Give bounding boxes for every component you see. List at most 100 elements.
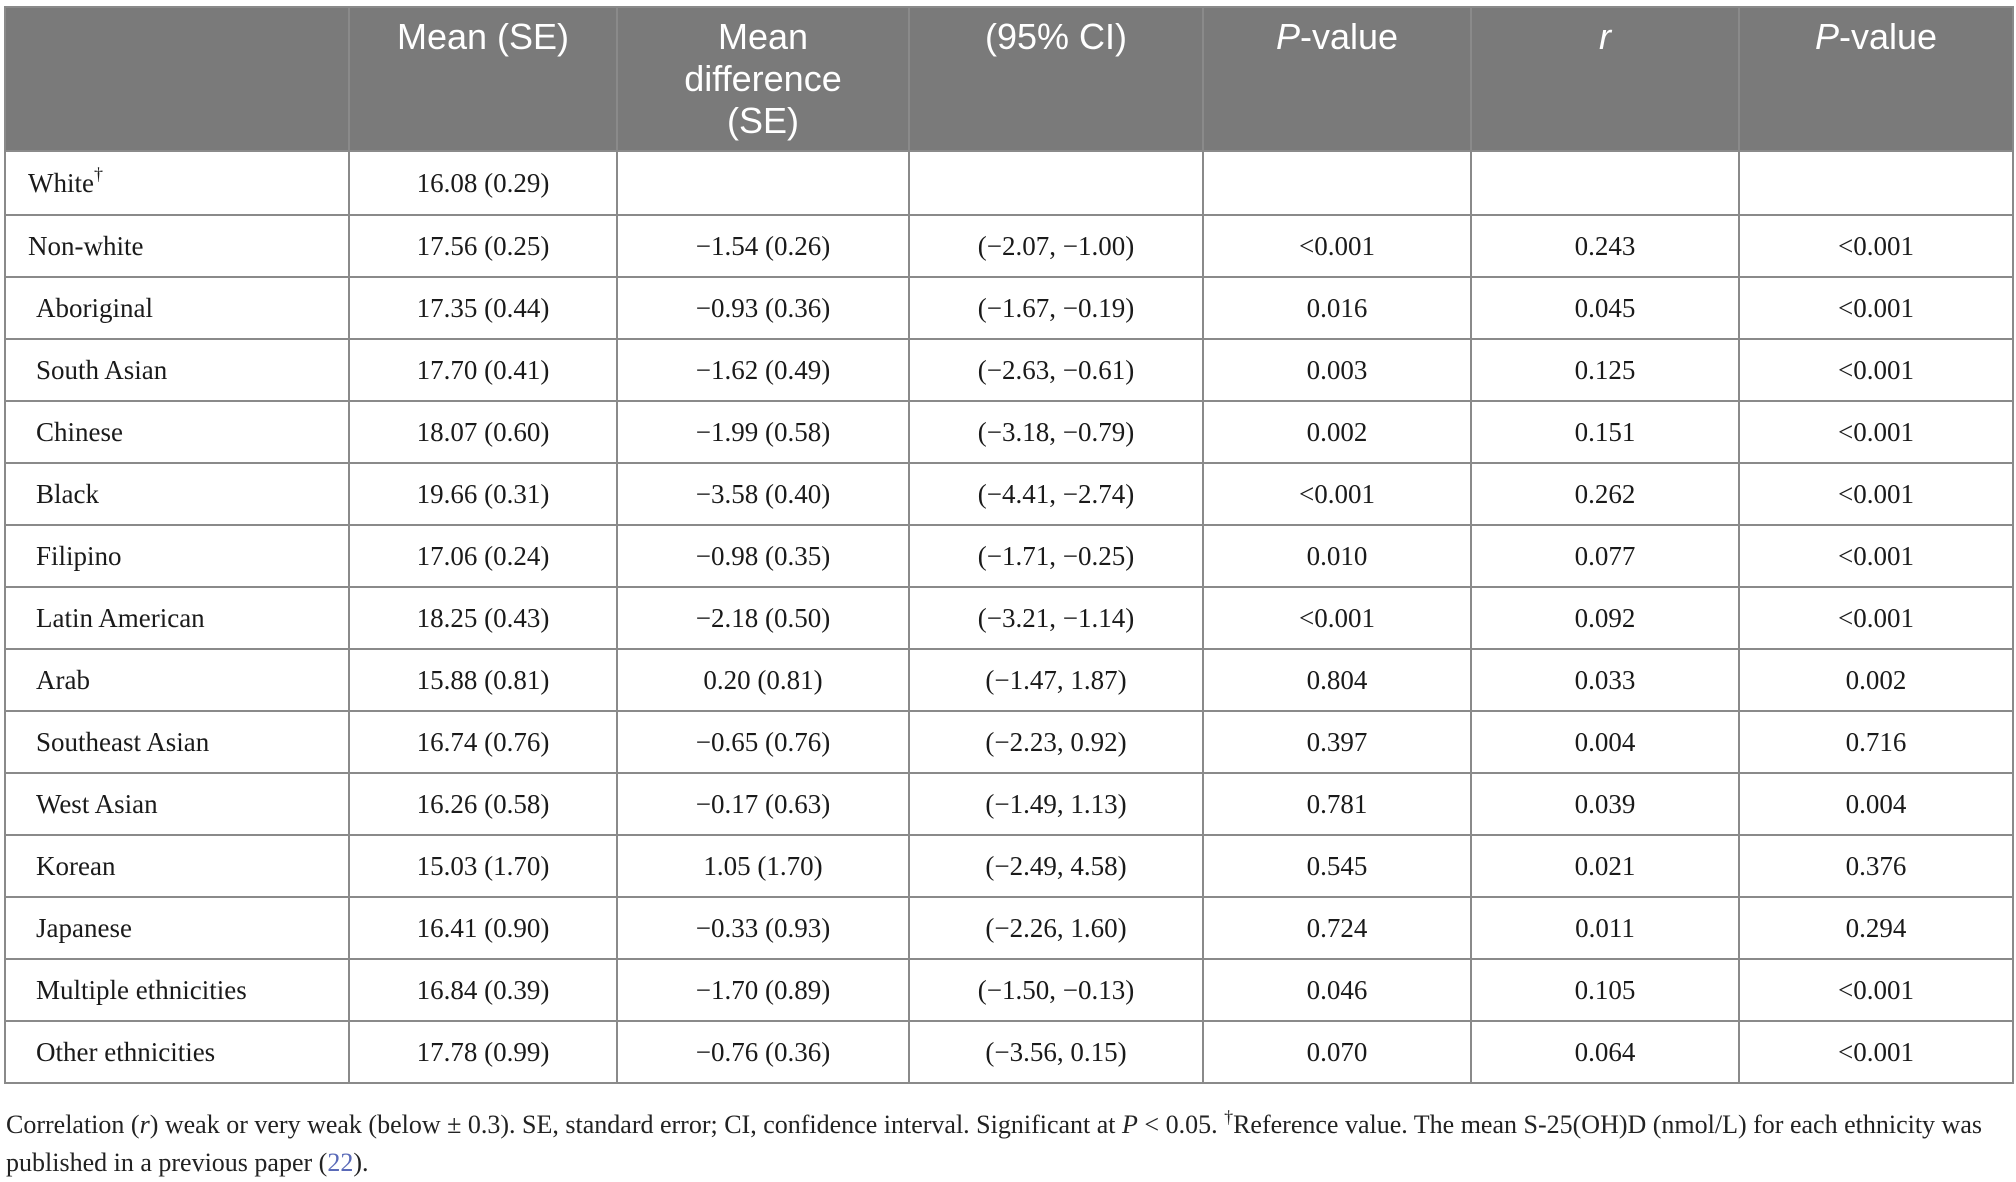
cell-p2: 0.004 (1738, 772, 2014, 836)
cell-r: 0.064 (1470, 1020, 1740, 1084)
cell-ci (908, 150, 1204, 216)
table-row: Korean 15.03 (1.70) 1.05 (1.70) (−2.49, 4.5… (4, 834, 2014, 898)
table-row: South Asian 17.70 (0.41) −1.62 (0.49) (−2.6… (4, 338, 2014, 402)
cell-mean: 19.66 (0.31) (348, 462, 618, 526)
cell-diff: −1.99 (0.58) (616, 400, 910, 464)
cell-p2: <0.001 (1738, 338, 2014, 402)
cell-p: 0.781 (1202, 772, 1472, 836)
cell-ci: (−2.49, 4.58) (908, 834, 1204, 898)
cell-mean: 17.78 (0.99) (348, 1020, 618, 1084)
cell-r: 0.105 (1470, 958, 1740, 1022)
results-table-container: Mean (SE) Mean difference (SE) (95% CI) … (4, 6, 2014, 1084)
table-row: West Asian 16.26 (0.58) −0.17 (0.63) (−1.49… (4, 772, 2014, 836)
results-table: Mean (SE) Mean difference (SE) (95% CI) … (4, 6, 2014, 1084)
dagger-mark: † (93, 163, 103, 184)
cell-p2 (1738, 150, 2014, 216)
cell-r: 0.011 (1470, 896, 1740, 960)
row-label: Aboriginal (4, 276, 350, 340)
row-label: Latin American (4, 586, 350, 650)
row-label: Chinese (4, 400, 350, 464)
cell-mean: 16.74 (0.76) (348, 710, 618, 774)
cell-diff: −0.76 (0.36) (616, 1020, 910, 1084)
cell-diff: −0.17 (0.63) (616, 772, 910, 836)
row-label: Multiple ethnicities (4, 958, 350, 1022)
cell-mean: 17.70 (0.41) (348, 338, 618, 402)
header-p-italic: P (1275, 16, 1300, 57)
table-row: Southeast Asian 16.74 (0.76) −0.65 (0.76)(… (4, 710, 2014, 774)
cell-mean: 16.26 (0.58) (348, 772, 618, 836)
cell-diff: 1.05 (1.70) (616, 834, 910, 898)
cell-p: <0.001 (1202, 586, 1472, 650)
cell-p: 0.010 (1202, 524, 1472, 588)
cell-p2: <0.001 (1738, 462, 2014, 526)
cell-ci: (−3.21, −1.14) (908, 586, 1204, 650)
cell-ci: (−3.18, −0.79) (908, 400, 1204, 464)
cell-r: 0.262 (1470, 462, 1740, 526)
cell-mean: 17.06 (0.24) (348, 524, 618, 588)
table-body: White† 16.08 (0.29) Non-white 17.56 (0.25… (4, 150, 2014, 1084)
row-label: South Asian (4, 338, 350, 402)
cell-diff (616, 150, 910, 216)
cell-p: 0.046 (1202, 958, 1472, 1022)
cell-mean: 18.25 (0.43) (348, 586, 618, 650)
cell-ci: (−1.71, −0.25) (908, 524, 1204, 588)
cell-r: 0.045 (1470, 276, 1740, 340)
table-row: Multiple ethnicities 16.84 (0.39) −1.70 (0… (4, 958, 2014, 1022)
footnote-part4: Reference value. The mean S-25(OH)D (nmo… (6, 1110, 1982, 1177)
footnote-r: r (139, 1110, 150, 1139)
cell-diff: −1.70 (0.89) (616, 958, 910, 1022)
cell-r: 0.077 (1470, 524, 1740, 588)
cell-p2: <0.001 (1738, 586, 2014, 650)
cell-ci: (−2.23, 0.92) (908, 710, 1204, 774)
cell-mean: 16.41 (0.90) (348, 896, 618, 960)
cell-diff: 0.20 (0.81) (616, 648, 910, 712)
cell-diff: −0.65 (0.76) (616, 710, 910, 774)
table-row: Filipino 17.06 (0.24) −0.98 (0.35) (−1.71, … (4, 524, 2014, 588)
header-ethnicity (4, 6, 350, 152)
cell-r: 0.125 (1470, 338, 1740, 402)
cell-mean: 17.35 (0.44) (348, 276, 618, 340)
row-label: Filipino (4, 524, 350, 588)
row-label: Other ethnicities (4, 1020, 350, 1084)
cell-diff: −1.62 (0.49) (616, 338, 910, 402)
footnote-p: P (1122, 1110, 1138, 1139)
cell-ci: (−4.41, −2.74) (908, 462, 1204, 526)
cell-ci: (−1.47, 1.87) (908, 648, 1204, 712)
footnote-dagger: † (1224, 1107, 1234, 1127)
cell-diff: −2.18 (0.50) (616, 586, 910, 650)
row-label: Korean (4, 834, 350, 898)
table-header: Mean (SE) Mean difference (SE) (95% CI) … (4, 6, 2014, 152)
cell-r: 0.151 (1470, 400, 1740, 464)
header-p-value: P-value (1202, 6, 1472, 152)
cell-r: 0.092 (1470, 586, 1740, 650)
header-mean-difference-line3: (SE) (727, 100, 799, 141)
cell-p2: 0.376 (1738, 834, 2014, 898)
cell-p2: 0.002 (1738, 648, 2014, 712)
reference-link[interactable]: 22 (327, 1148, 354, 1177)
cell-ci: (−1.49, 1.13) (908, 772, 1204, 836)
table-row: Aboriginal 17.35 (0.44) −0.93 (0.36) (−1.67… (4, 276, 2014, 340)
header-row: Mean (SE) Mean difference (SE) (95% CI) … (4, 6, 2014, 152)
cell-p: 0.397 (1202, 710, 1472, 774)
header-mean-difference: Mean difference (SE) (616, 6, 910, 152)
cell-mean: 15.88 (0.81) (348, 648, 618, 712)
cell-r: 0.039 (1470, 772, 1740, 836)
footnote-part2: ) weak or very weak (below ± 0.3). SE, s… (149, 1110, 1123, 1139)
row-label: Japanese (4, 896, 350, 960)
table-row: Arab 15.88 (0.81) 0.20 (0.81) (−1.47, 1.87)… (4, 648, 2014, 712)
cell-ci: (−3.56, 0.15) (908, 1020, 1204, 1084)
cell-p: <0.001 (1202, 214, 1472, 278)
cell-diff: −3.58 (0.40) (616, 462, 910, 526)
cell-p2: <0.001 (1738, 400, 2014, 464)
header-p2-italic: P (1814, 16, 1839, 57)
cell-p2: <0.001 (1738, 524, 2014, 588)
cell-p: 0.003 (1202, 338, 1472, 402)
cell-r (1470, 150, 1740, 216)
cell-r: 0.243 (1470, 214, 1740, 278)
cell-diff: −0.33 (0.93) (616, 896, 910, 960)
cell-mean: 18.07 (0.60) (348, 400, 618, 464)
table-row: Black 19.66 (0.31) −3.58 (0.40) (−4.41, −2.… (4, 462, 2014, 526)
row-label: Black (4, 462, 350, 526)
table-row: Latin American 18.25 (0.43) −2.18 (0.50) (−… (4, 586, 2014, 650)
cell-diff: −1.54 (0.26) (616, 214, 910, 278)
